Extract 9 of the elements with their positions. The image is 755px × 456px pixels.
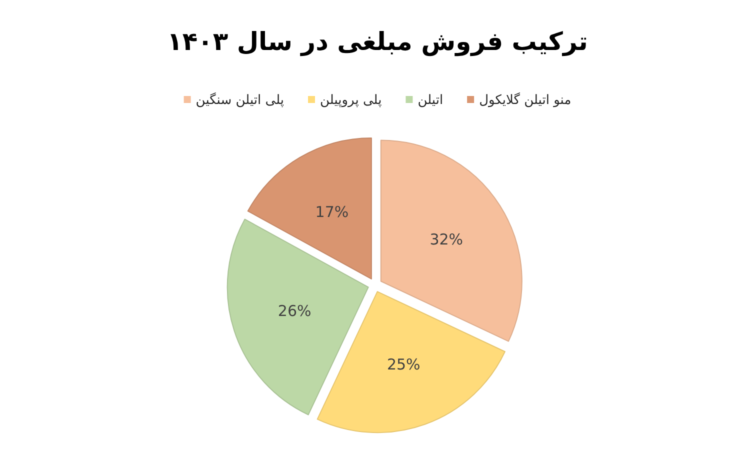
legend-label: منو اتیلن گلایکول bbox=[479, 92, 572, 108]
data-label: 25% bbox=[386, 356, 420, 374]
legend-label: پلی اتیلن سنگین bbox=[196, 92, 284, 108]
data-label: 26% bbox=[278, 302, 312, 320]
data-label: 17% bbox=[315, 203, 349, 222]
legend-label: پلی پروپیلن bbox=[320, 93, 382, 108]
chart-title: ترکیب فروش مبلغی در سال ۱۴۰۳ bbox=[167, 27, 588, 57]
legend-label: اتیلن bbox=[418, 93, 444, 108]
data-label: 32% bbox=[430, 230, 464, 249]
